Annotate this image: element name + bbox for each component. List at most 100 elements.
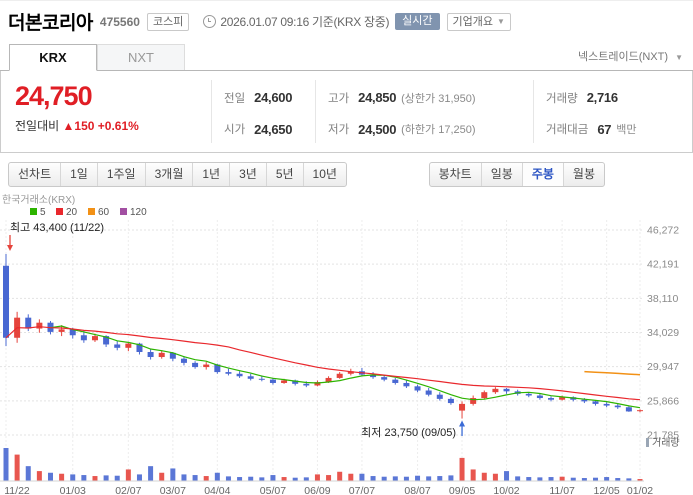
svg-text:02/07: 02/07 xyxy=(115,485,141,495)
svg-text:120: 120 xyxy=(130,207,147,218)
svg-text:12/05: 12/05 xyxy=(593,485,619,495)
low-value: 24,500 xyxy=(358,121,397,137)
market-badge: 코스피 xyxy=(146,12,190,31)
trade-value-unit: 백만 xyxy=(616,124,637,137)
high-annotation: 최고 43,400 (11/22) xyxy=(10,221,104,234)
volume-value: 2,716 xyxy=(586,90,618,106)
volume-legend: 거래량 xyxy=(646,437,680,449)
range-1day-button[interactable]: 1일 xyxy=(61,163,98,186)
change-value: 150 xyxy=(74,119,95,133)
low-label: 저가 xyxy=(328,124,350,137)
svg-text:42,191: 42,191 xyxy=(647,259,679,271)
svg-text:11/22: 11/22 xyxy=(4,485,30,495)
current-price-block: 24,750 전일대비 ▲150 +0.61% xyxy=(1,80,211,143)
exchange-tabs: KRX NXT 넥스트레이드(NXT) ▼ xyxy=(0,44,693,71)
high-value: 24,850 xyxy=(358,90,397,106)
svg-text:04/04: 04/04 xyxy=(204,485,230,495)
nxt-link-label: 넥스트레이드(NXT) xyxy=(577,51,669,63)
svg-text:거래량: 거래량 xyxy=(652,437,680,449)
svg-text:21,785: 21,785 xyxy=(647,430,679,442)
grid-lines xyxy=(0,220,644,481)
svg-text:07/07: 07/07 xyxy=(349,485,375,495)
chart-source-label: 한국거래소(KRX) xyxy=(2,194,75,206)
svg-text:29,947: 29,947 xyxy=(647,361,679,373)
low-annotation: 최저 23,750 (09/05) xyxy=(361,426,456,439)
y-axis-labels: 46,272 42,191 38,110 34,029 29,947 25,866 21,7… xyxy=(647,225,679,442)
legend-swatch-icon xyxy=(120,208,127,215)
quote-meta: 2026.01.07 09:16 기준(KRX 장중) 실시간 기업개요 ▼ xyxy=(203,12,511,31)
svg-text:03/07: 03/07 xyxy=(160,485,186,495)
range-3month-button[interactable]: 3개월 xyxy=(146,163,194,186)
ma-line xyxy=(5,326,641,401)
range-10year-button[interactable]: 10년 xyxy=(304,163,346,186)
svg-text:60: 60 xyxy=(98,207,110,218)
chevron-down-icon: ▼ xyxy=(497,16,505,26)
header: 더본코리아 475560 코스피 2026.01.07 09:16 기준(KRX… xyxy=(0,1,693,38)
nxt-link[interactable]: 넥스트레이드(NXT) ▼ xyxy=(578,48,683,64)
volume-bars xyxy=(3,448,643,481)
prev-close-label: 전일 xyxy=(224,92,246,105)
tab-nxt[interactable]: NXT xyxy=(97,44,185,70)
legend-swatch-icon xyxy=(30,208,37,215)
quote-timestamp: 2026.01.07 09:16 기준(KRX 장중) xyxy=(220,15,390,29)
range-5year-button[interactable]: 5년 xyxy=(267,163,304,186)
low-price-cell: 저가 24,500 (하한가 17,250) xyxy=(315,111,533,143)
line-chart-button[interactable]: 선차트 xyxy=(9,163,62,186)
trade-value-cell: 거래대금 67 백만 xyxy=(533,111,692,143)
x-axis-labels: 11/22 01/03 02/07 03/07 04/04 05/07 06/09 07/07… xyxy=(4,485,653,495)
up-arrow-icon: ▲ xyxy=(62,119,75,133)
open-label: 시가 xyxy=(224,124,246,137)
svg-text:25,866: 25,866 xyxy=(647,395,679,407)
summary-grid: 전일 24,600 고가 24,850 (상한가 31,950) 거래량 2,7… xyxy=(211,80,692,143)
svg-text:38,110: 38,110 xyxy=(647,293,678,305)
ma-line xyxy=(50,325,641,409)
candlestick-chart: 46,272 42,191 38,110 34,029 29,947 25,866 21,7… xyxy=(0,194,680,495)
range-1year-button[interactable]: 1년 xyxy=(193,163,231,186)
svg-text:20: 20 xyxy=(66,207,78,218)
stock-name: 더본코리아 xyxy=(8,13,93,34)
period-monthly-button[interactable]: 월봉 xyxy=(564,163,604,186)
ma-legend: 5 20 60 120 xyxy=(30,207,147,218)
price-panel: 24,750 전일대비 ▲150 +0.61% 전일 24,600 고가 24,… xyxy=(0,71,693,153)
volume-legend-icon xyxy=(646,438,649,447)
chart-area: 46,272 42,191 38,110 34,029 29,947 25,866 21,7… xyxy=(0,193,693,495)
realtime-badge: 실시간 xyxy=(395,13,440,30)
high-price-cell: 고가 24,850 (상한가 31,950) xyxy=(315,80,533,112)
svg-text:5: 5 xyxy=(40,207,46,218)
volume-cell: 거래량 2,716 xyxy=(533,80,692,112)
range-3year-button[interactable]: 3년 xyxy=(230,163,267,186)
volume-label: 거래량 xyxy=(546,92,578,105)
tab-krx[interactable]: KRX xyxy=(9,44,97,71)
clock-icon xyxy=(203,15,217,28)
range-1week-button[interactable]: 1주일 xyxy=(98,163,146,186)
legend-swatch-icon xyxy=(88,208,95,215)
svg-text:10/02: 10/02 xyxy=(493,485,519,495)
legend-swatch-icon xyxy=(56,208,63,215)
svg-text:01/03: 01/03 xyxy=(60,485,86,495)
high-label: 고가 xyxy=(328,92,350,105)
candle-chart-button[interactable]: 봉차트 xyxy=(430,163,482,186)
annotations: 최고 43,400 (11/22) 최저 23,750 (09/05) xyxy=(7,221,466,439)
stock-code: 475560 xyxy=(99,14,140,29)
low-arrow-icon xyxy=(459,420,466,427)
period-weekly-button[interactable]: 주봉 xyxy=(522,163,564,186)
company-overview-label: 기업개요 xyxy=(452,15,494,28)
price-change-row: 전일대비 ▲150 +0.61% xyxy=(15,117,211,134)
svg-text:01/02: 01/02 xyxy=(627,485,653,495)
svg-text:08/07: 08/07 xyxy=(404,485,430,495)
change-percent: +0.61% xyxy=(97,119,139,133)
svg-text:05/07: 05/07 xyxy=(260,485,286,495)
upper-limit-note: (상한가 31,950) xyxy=(401,92,476,105)
chart-toolbar: 선차트 1일 1주일 3개월 1년 3년 5년 10년 봉차트 일봉 주봉 월봉 xyxy=(0,153,693,192)
trade-value: 67 xyxy=(597,121,612,137)
ma-line xyxy=(584,370,641,376)
period-daily-button[interactable]: 일봉 xyxy=(482,163,523,186)
chevron-down-icon: ▼ xyxy=(675,53,683,62)
period-button-group: 봉차트 일봉 주봉 월봉 xyxy=(428,162,605,187)
open-value: 24,650 xyxy=(254,121,293,137)
prev-close-cell: 전일 24,600 xyxy=(211,80,315,112)
range-button-group: 선차트 1일 1주일 3개월 1년 3년 5년 10년 xyxy=(8,162,347,187)
open-price-cell: 시가 24,650 xyxy=(211,111,315,143)
company-overview-button[interactable]: 기업개요 ▼ xyxy=(446,12,511,31)
svg-text:46,272: 46,272 xyxy=(647,225,679,237)
